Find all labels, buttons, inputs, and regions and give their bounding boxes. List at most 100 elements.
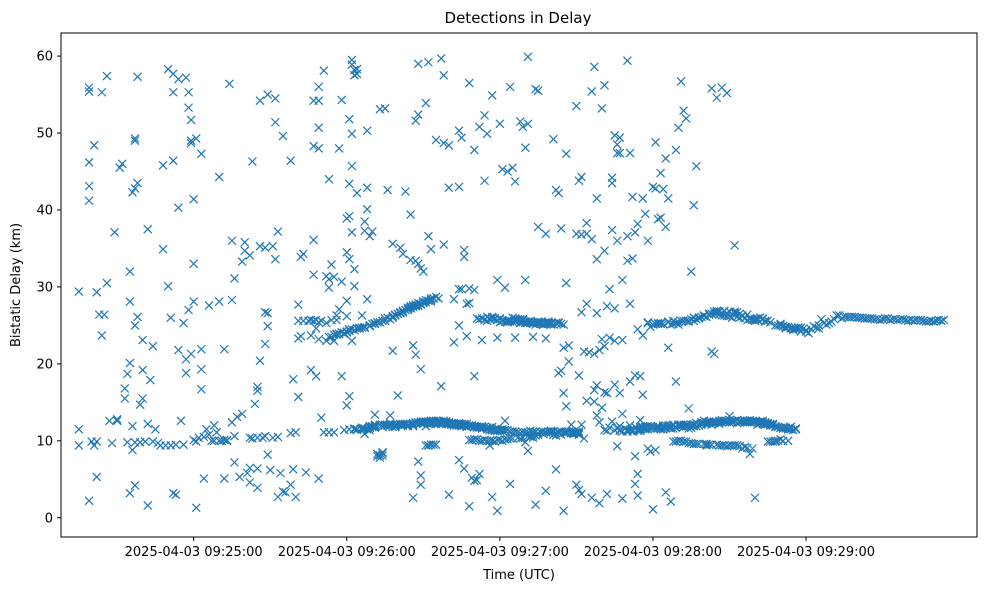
data-point	[253, 483, 262, 493]
data-point	[219, 435, 229, 445]
data-point	[122, 437, 132, 447]
data-point	[270, 117, 280, 127]
data-point	[623, 231, 632, 241]
data-point	[291, 427, 301, 437]
data-point	[416, 471, 426, 480]
x-tick-label: 2025-04-03 09:28:00	[584, 545, 722, 560]
data-point	[237, 257, 247, 266]
data-point	[717, 415, 727, 425]
data-point	[651, 445, 660, 455]
data-point	[875, 315, 885, 325]
data-point	[459, 245, 469, 255]
data-point	[74, 441, 84, 450]
data-point	[173, 203, 183, 213]
data-point	[492, 506, 502, 516]
data-point	[319, 66, 329, 76]
data-point	[439, 138, 449, 148]
data-point	[314, 123, 324, 133]
data-point	[748, 444, 757, 453]
data-point	[508, 163, 518, 173]
data-point	[334, 304, 344, 314]
data-point	[612, 236, 622, 246]
data-point	[691, 314, 701, 324]
data-point	[143, 224, 153, 234]
data-point	[505, 479, 515, 489]
data-point	[423, 57, 433, 67]
data-point	[577, 489, 586, 499]
data-point	[643, 236, 653, 246]
data-point	[648, 182, 658, 192]
data-point	[171, 440, 181, 450]
data-point	[454, 126, 464, 136]
data-point	[97, 87, 107, 97]
data-point	[352, 69, 362, 79]
data-point	[253, 382, 262, 392]
data-point	[546, 320, 556, 330]
data-point	[342, 400, 352, 410]
data-point	[273, 227, 283, 236]
y-axis-label: Bistatic Delay (km)	[9, 223, 24, 347]
data-point	[342, 311, 352, 321]
data-point	[145, 375, 155, 385]
data-point	[311, 371, 321, 381]
data-point	[342, 296, 352, 306]
data-point	[605, 333, 615, 343]
data-point	[656, 168, 666, 178]
data-point	[574, 176, 584, 186]
data-point	[350, 281, 359, 291]
data-point	[623, 256, 632, 266]
data-point	[600, 387, 609, 397]
data-point	[184, 103, 194, 113]
data-point	[171, 490, 181, 500]
data-point	[385, 418, 395, 428]
data-point	[592, 380, 602, 390]
data-point	[500, 425, 510, 435]
data-point	[92, 287, 102, 297]
data-point	[617, 409, 627, 419]
data-point	[610, 304, 620, 313]
data-point	[610, 130, 620, 140]
data-point	[549, 430, 558, 440]
data-point	[357, 323, 367, 333]
data-point	[311, 324, 321, 333]
x-tick-label: 2025-04-03 09:26:00	[278, 545, 416, 560]
data-point	[196, 384, 206, 394]
data-point	[276, 468, 285, 478]
data-point	[138, 335, 148, 345]
data-point	[334, 143, 344, 153]
data-point	[505, 82, 515, 92]
data-point	[444, 490, 454, 500]
data-point	[615, 133, 625, 143]
data-point	[929, 317, 939, 326]
data-point	[610, 380, 620, 390]
data-point	[628, 192, 637, 202]
data-point	[168, 87, 178, 97]
data-point	[589, 397, 599, 406]
data-point	[783, 322, 793, 332]
data-point	[635, 371, 645, 381]
data-point	[528, 332, 538, 342]
data-point	[253, 464, 262, 473]
data-point	[791, 424, 801, 433]
data-point	[584, 347, 594, 357]
data-point	[230, 457, 239, 467]
data-point	[623, 56, 632, 66]
data-point	[89, 140, 99, 150]
data-point	[574, 430, 584, 440]
data-point	[370, 421, 380, 431]
data-point	[829, 314, 839, 324]
data-point	[393, 390, 403, 400]
data-point	[605, 284, 615, 294]
data-point	[219, 474, 229, 483]
data-point	[648, 504, 658, 514]
data-point	[653, 214, 663, 224]
data-point	[475, 122, 484, 132]
data-point	[617, 275, 627, 285]
data-point	[681, 316, 691, 326]
data-point	[579, 434, 589, 443]
data-point	[408, 493, 418, 503]
data-point	[367, 227, 377, 236]
data-point	[564, 340, 574, 350]
data-point	[464, 298, 474, 308]
data-point	[523, 52, 533, 62]
